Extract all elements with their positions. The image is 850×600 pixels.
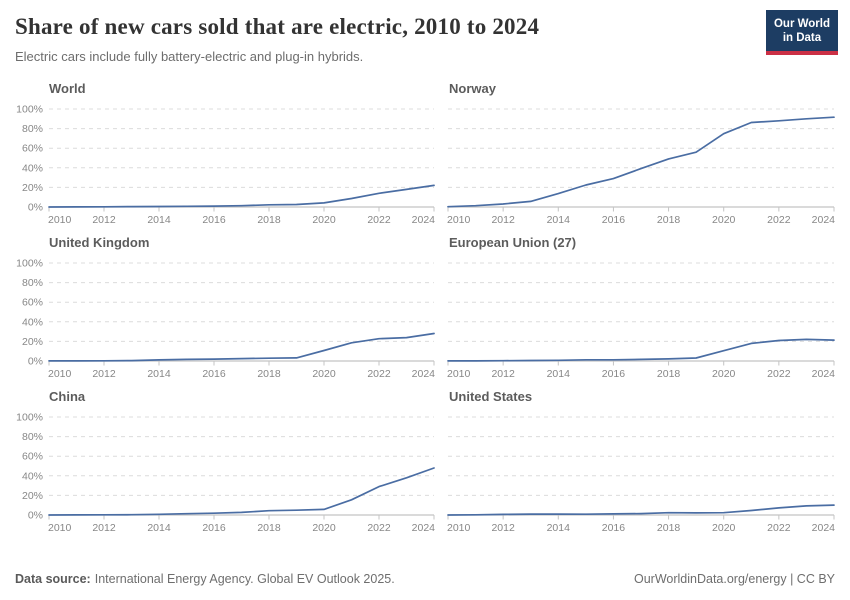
svg-text:2014: 2014 xyxy=(147,522,171,534)
data-source: Data source: International Energy Agency.… xyxy=(15,572,395,586)
line-chart-world: 2010 2012 2014 2016 2018 2020 2022 2024 0% 20% 40%… xyxy=(16,103,435,226)
svg-text:2014: 2014 xyxy=(547,368,571,380)
svg-text:2020: 2020 xyxy=(712,522,736,534)
svg-text:60%: 60% xyxy=(22,450,43,462)
panel-united-states: United States 2010 2012 2014 2016 2018 2020 20… xyxy=(447,389,835,535)
svg-text:2020: 2020 xyxy=(312,214,336,226)
svg-text:2010: 2010 xyxy=(447,368,471,380)
svg-text:2022: 2022 xyxy=(767,522,791,534)
owid-logo-line2: in Data xyxy=(782,32,822,45)
svg-text:20%: 20% xyxy=(22,181,43,193)
svg-text:2014: 2014 xyxy=(547,214,571,226)
svg-text:2024: 2024 xyxy=(412,522,435,534)
svg-text:2022: 2022 xyxy=(767,214,791,226)
panel-norway: Norway 2010 2012 2014 2016 2018 2020 2022 2024 xyxy=(447,81,835,227)
svg-text:2010: 2010 xyxy=(48,522,72,534)
svg-text:2014: 2014 xyxy=(147,214,171,226)
page-subtitle: Electric cars include fully battery-elec… xyxy=(15,48,364,64)
svg-text:2020: 2020 xyxy=(712,214,736,226)
panel-world: World 2010 2012 2014 2016 2018 2020 2022 2024 0%… xyxy=(15,81,435,227)
svg-text:60%: 60% xyxy=(22,142,43,154)
svg-text:100%: 100% xyxy=(16,103,43,115)
svg-text:2012: 2012 xyxy=(491,214,515,226)
line-chart-united-kingdom: 2010 2012 2014 2016 2018 2020 2022 2024 0% 20% 40%… xyxy=(16,257,435,380)
svg-text:2018: 2018 xyxy=(657,522,681,534)
svg-text:2022: 2022 xyxy=(767,368,791,380)
panel-china: China 2010 2012 2014 2016 2018 2020 2022 2024 0%… xyxy=(15,389,435,535)
svg-text:40%: 40% xyxy=(22,470,43,482)
owid-logo[interactable]: Our World in Data xyxy=(765,10,838,55)
page-title: Share of new cars sold that are electric… xyxy=(15,14,540,39)
owid-logo-line1: Our World xyxy=(773,18,830,30)
svg-text:60%: 60% xyxy=(22,296,43,308)
svg-text:100%: 100% xyxy=(16,411,43,423)
svg-text:2010: 2010 xyxy=(48,214,72,226)
svg-text:2024: 2024 xyxy=(412,368,435,380)
data-source-text: International Energy Agency. Global EV O… xyxy=(94,572,395,586)
svg-text:2016: 2016 xyxy=(602,368,626,380)
footer: Data source: International Energy Agency.… xyxy=(15,572,835,586)
svg-text:20%: 20% xyxy=(22,489,43,501)
svg-text:2012: 2012 xyxy=(491,522,515,534)
svg-text:2016: 2016 xyxy=(602,522,626,534)
svg-text:2018: 2018 xyxy=(257,214,281,226)
svg-text:2012: 2012 xyxy=(491,368,515,380)
panel-title-world: World xyxy=(49,80,86,96)
svg-text:2020: 2020 xyxy=(312,368,336,380)
svg-text:2018: 2018 xyxy=(257,522,281,534)
line-chart-united-states: 2010 2012 2014 2016 2018 2020 2022 2024 xyxy=(447,416,835,534)
svg-text:2010: 2010 xyxy=(447,522,471,534)
svg-text:2016: 2016 xyxy=(202,214,226,226)
chart-grid: World 2010 2012 2014 2016 2018 2020 2022 2024 0%… xyxy=(0,81,850,543)
svg-text:20%: 20% xyxy=(22,335,43,347)
svg-text:80%: 80% xyxy=(22,277,43,289)
svg-text:0%: 0% xyxy=(28,355,43,367)
svg-text:2012: 2012 xyxy=(92,522,116,534)
panel-title-norway: Norway xyxy=(449,80,496,96)
panel-title-china: China xyxy=(49,388,86,404)
svg-text:2022: 2022 xyxy=(367,522,391,534)
svg-text:100%: 100% xyxy=(16,257,43,269)
line-chart-china: 2010 2012 2014 2016 2018 2020 2022 2024 0% 20% 40%… xyxy=(16,411,435,534)
svg-text:40%: 40% xyxy=(22,162,43,174)
svg-text:2018: 2018 xyxy=(657,368,681,380)
data-source-label: Data source: xyxy=(15,572,91,586)
panel-title-united-kingdom: United Kingdom xyxy=(49,234,150,250)
svg-text:0%: 0% xyxy=(28,509,43,521)
svg-text:2012: 2012 xyxy=(92,214,116,226)
svg-text:2020: 2020 xyxy=(712,368,736,380)
footer-attribution: OurWorldinData.org/energy | CC BY xyxy=(633,572,835,586)
svg-text:2016: 2016 xyxy=(602,214,626,226)
svg-text:80%: 80% xyxy=(22,123,43,135)
svg-text:2024: 2024 xyxy=(412,214,435,226)
svg-text:40%: 40% xyxy=(22,316,43,328)
svg-text:2022: 2022 xyxy=(367,214,391,226)
panel-title-united-states: United States xyxy=(449,388,533,404)
line-chart-european-union: 2010 2012 2014 2016 2018 2020 2022 2024 xyxy=(447,262,835,380)
panel-united-kingdom: United Kingdom 2010 2012 2014 2016 2018 2020 2… xyxy=(15,235,435,381)
svg-text:2018: 2018 xyxy=(257,368,281,380)
svg-text:0%: 0% xyxy=(28,201,43,213)
svg-text:2012: 2012 xyxy=(92,368,116,380)
svg-text:2016: 2016 xyxy=(202,368,226,380)
line-chart-norway: 2010 2012 2014 2016 2018 2020 2022 2024 xyxy=(447,108,835,226)
svg-text:2020: 2020 xyxy=(312,522,336,534)
panel-title-european-union: European Union (27) xyxy=(449,234,577,250)
svg-text:2010: 2010 xyxy=(48,368,72,380)
svg-text:80%: 80% xyxy=(22,431,43,443)
svg-text:2024: 2024 xyxy=(812,368,835,380)
svg-text:2024: 2024 xyxy=(812,214,835,226)
panel-european-union: European Union (27) 2010 2012 2014 2016 2018… xyxy=(447,235,835,381)
svg-text:2014: 2014 xyxy=(147,368,171,380)
svg-text:2016: 2016 xyxy=(202,522,226,534)
svg-text:2022: 2022 xyxy=(367,368,391,380)
svg-text:2024: 2024 xyxy=(812,522,835,534)
svg-text:2014: 2014 xyxy=(547,522,571,534)
svg-text:2018: 2018 xyxy=(657,214,681,226)
header: Share of new cars sold that are electric… xyxy=(0,0,850,64)
svg-text:2010: 2010 xyxy=(447,214,471,226)
